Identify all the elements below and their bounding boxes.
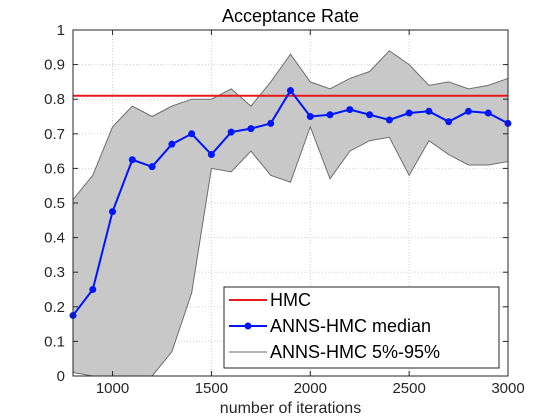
median-point [425, 107, 433, 115]
y-tick-label: 0.6 [44, 160, 65, 177]
x-ticks: 1000 1500 2000 2500 3000 [96, 380, 525, 397]
x-tick-label: 1500 [195, 380, 228, 397]
band-upper-edge [72, 50, 509, 200]
median-point [405, 109, 413, 117]
legend-label-hmc: HMC [270, 290, 311, 310]
x-tick-label: 2500 [392, 380, 425, 397]
legend-label-band: ANNS-HMC 5%-95% [270, 342, 440, 362]
median-point [128, 156, 136, 164]
median-point [287, 87, 294, 95]
y-tick-label: 0.2 [44, 299, 65, 316]
y-tick-label: 0.1 [44, 333, 65, 350]
median-point [168, 140, 176, 148]
band-area [73, 50, 508, 376]
median-point [148, 163, 156, 171]
median-point [306, 113, 314, 120]
median-point [89, 286, 97, 293]
x-tick-label: 2000 [294, 380, 327, 397]
median-point [445, 118, 453, 126]
median-point [188, 130, 196, 138]
y-tick-label: 1 [57, 22, 65, 39]
chart-title: Acceptance Rate [222, 6, 359, 26]
y-tick-label: 0.3 [44, 264, 65, 281]
legend-box [223, 286, 500, 369]
x-tick-label: 3000 [491, 380, 524, 397]
median-point [207, 151, 215, 159]
median-point [464, 107, 472, 115]
y-tick-label: 0 [57, 368, 65, 385]
x-axis-label: number of iterations [220, 400, 361, 417]
median-point [385, 116, 393, 124]
legend: HMC ANNS-HMC median ANNS-HMC 5%-95% [223, 286, 500, 369]
median-point [267, 119, 275, 127]
x-tick-label: 1000 [96, 380, 129, 397]
y-ticks: 0 0.1 0.2 0.3 0.4 0.5 0.6 0.7 0.8 0.9 1 [44, 22, 65, 385]
y-tick-label: 0.8 [44, 91, 65, 108]
median-point [227, 128, 235, 136]
median-point [346, 106, 354, 114]
median-point [109, 208, 117, 216]
median-point [484, 109, 492, 117]
axes [72, 29, 509, 377]
median-point [247, 125, 255, 133]
y-tick-label: 0.4 [44, 230, 65, 247]
line-layer [69, 87, 512, 319]
median-point [326, 111, 334, 119]
legend-label-median: ANNS-HMC median [270, 316, 431, 336]
legend-marker-median [244, 322, 252, 330]
y-tick-label: 0.5 [44, 195, 65, 212]
median-point [366, 111, 374, 119]
y-tick-label: 0.7 [44, 126, 65, 143]
y-tick-label: 0.9 [44, 57, 65, 74]
